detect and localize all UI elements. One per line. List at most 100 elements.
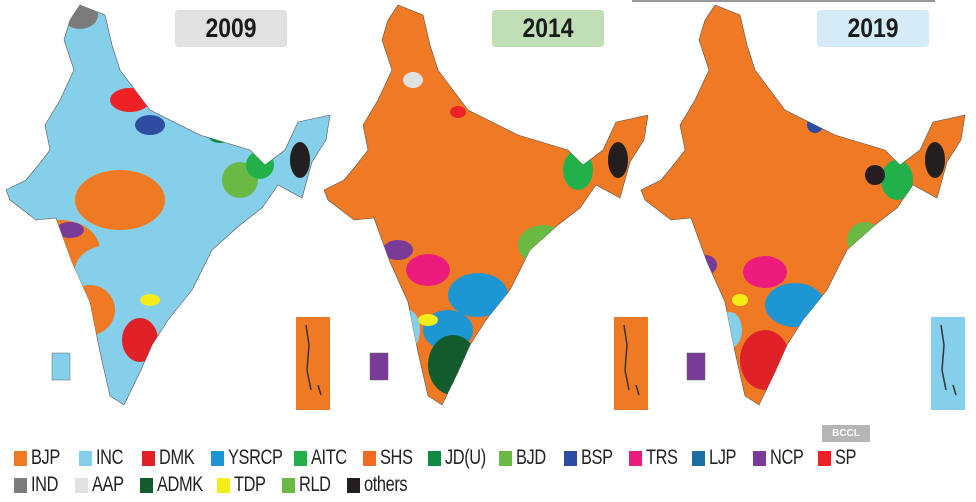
- legend-swatch: [142, 450, 155, 466]
- constituency-cluster: [56, 222, 84, 238]
- legend-label: BJP: [31, 446, 60, 469]
- constituency-cluster: [740, 330, 790, 390]
- constituency-cluster: [62, 5, 98, 29]
- legend-swatch: [428, 450, 441, 466]
- legend-item-ljp: LJP: [692, 446, 745, 470]
- legend-item-ysrcp: YSRCP: [211, 446, 286, 470]
- constituency-cluster: [208, 127, 232, 143]
- legend-label: LJP: [709, 446, 737, 469]
- legend-item-tdp: TDP: [217, 473, 274, 497]
- constituency-cluster: [290, 142, 310, 178]
- island-shapes: [940, 324, 957, 396]
- legend-item-others: others: [347, 473, 414, 497]
- legend-swatch: [75, 477, 88, 493]
- bccl-watermark: BCCL: [822, 425, 870, 442]
- constituency-cluster: [403, 72, 423, 88]
- constituency-cluster: [608, 142, 628, 178]
- legend-label: YSRCP: [228, 446, 283, 469]
- legend-swatch: [140, 477, 153, 493]
- legend-label: IND: [31, 473, 59, 496]
- legend-label: INC: [96, 446, 124, 469]
- legend-item-aitc: AITC: [294, 446, 355, 470]
- legend-item-aap: AAP: [75, 473, 132, 497]
- constituency-cluster: [765, 283, 825, 327]
- constituency-cluster: [135, 115, 165, 135]
- constituency-cluster: [110, 88, 150, 112]
- lakshadweep-inset: [369, 352, 389, 381]
- constituency-cluster: [418, 314, 438, 326]
- constituency-cluster: [75, 170, 165, 230]
- constituency-cluster: [563, 150, 593, 190]
- constituency-cluster: [718, 312, 742, 348]
- legend-swatch: [79, 450, 92, 466]
- constituency-cluster: [140, 294, 160, 306]
- legend-item-admk: ADMK: [140, 473, 209, 497]
- legend-label: RLD: [299, 473, 331, 496]
- legend-swatch: [14, 477, 27, 493]
- legend-swatch: [347, 477, 360, 493]
- legend-swatch: [217, 477, 230, 493]
- andaman-inset: [296, 317, 330, 410]
- legend-swatch: [14, 450, 27, 466]
- year-label-2014: 2014: [491, 10, 605, 47]
- constituency-cluster: [406, 254, 450, 286]
- legend-label: AAP: [92, 473, 124, 496]
- lakshadweep-inset: [686, 352, 706, 381]
- constituency-cluster: [847, 222, 883, 258]
- andaman-inset: [614, 317, 648, 410]
- constituency-cluster: [881, 160, 913, 200]
- legend-swatch: [282, 477, 295, 493]
- legend-swatch: [294, 450, 307, 466]
- legend-item-jdu: JD(U): [428, 446, 491, 470]
- constituency-cluster: [732, 294, 748, 306]
- map-2019: [640, 4, 966, 410]
- legend-label: TDP: [234, 473, 266, 496]
- legend-label: NCP: [770, 446, 804, 469]
- legend-item-bjd: BJD: [499, 446, 556, 470]
- legend-label: AITC: [311, 446, 347, 469]
- top-rule: [632, 0, 935, 2]
- legend-row-2: IND AAP ADMK TDP RLD others: [14, 473, 422, 497]
- legend-item-rld: RLD: [282, 473, 339, 497]
- legend-item-ncp: NCP: [753, 446, 810, 470]
- legend-label: JD(U): [445, 446, 486, 469]
- constituency-cluster: [518, 225, 568, 265]
- legend-swatch: [629, 450, 642, 466]
- constituency-cluster: [925, 142, 945, 178]
- legend-label: DMK: [159, 446, 195, 469]
- constituency-cluster: [450, 106, 466, 118]
- andaman-inset: [931, 317, 965, 410]
- legend-swatch: [753, 450, 766, 466]
- legend-item-shs: SHS: [363, 446, 420, 470]
- legend-swatch: [818, 450, 831, 466]
- constituency-cluster: [383, 240, 413, 260]
- india-outline: [5, 4, 331, 406]
- island-shapes: [305, 324, 322, 396]
- constituency-cluster: [65, 285, 115, 335]
- legend-item-sp: SP: [818, 446, 863, 470]
- constituency-cluster: [246, 151, 274, 179]
- legend-swatch: [211, 450, 224, 466]
- legend-item-trs: TRS: [629, 446, 684, 470]
- legend-swatch: [499, 450, 512, 466]
- constituency-cluster: [75, 245, 145, 295]
- legend-label: TRS: [646, 446, 678, 469]
- legend-item-bjp: BJP: [14, 446, 71, 470]
- constituency-cluster: [448, 273, 508, 317]
- island-shapes: [623, 324, 640, 396]
- legend-item-ind: IND: [14, 473, 67, 497]
- lakshadweep-inset: [51, 352, 71, 381]
- constituency-cluster: [428, 335, 478, 395]
- legend-swatch: [692, 450, 705, 466]
- legend-label: SHS: [380, 446, 413, 469]
- legend-label: SP: [835, 446, 857, 469]
- legend-item-inc: INC: [79, 446, 134, 470]
- legend-row-1: BJP INC DMK YSRCP AITC SHS JD(U) BJD BSP TRS LJP NC…: [14, 446, 871, 470]
- legend-label: BJD: [516, 446, 546, 469]
- constituency-cluster: [378, 130, 558, 270]
- constituency-cluster: [807, 117, 823, 133]
- legend-swatch: [564, 450, 577, 466]
- legend-item-dmk: DMK: [142, 446, 203, 470]
- legend-label: BSP: [581, 446, 613, 469]
